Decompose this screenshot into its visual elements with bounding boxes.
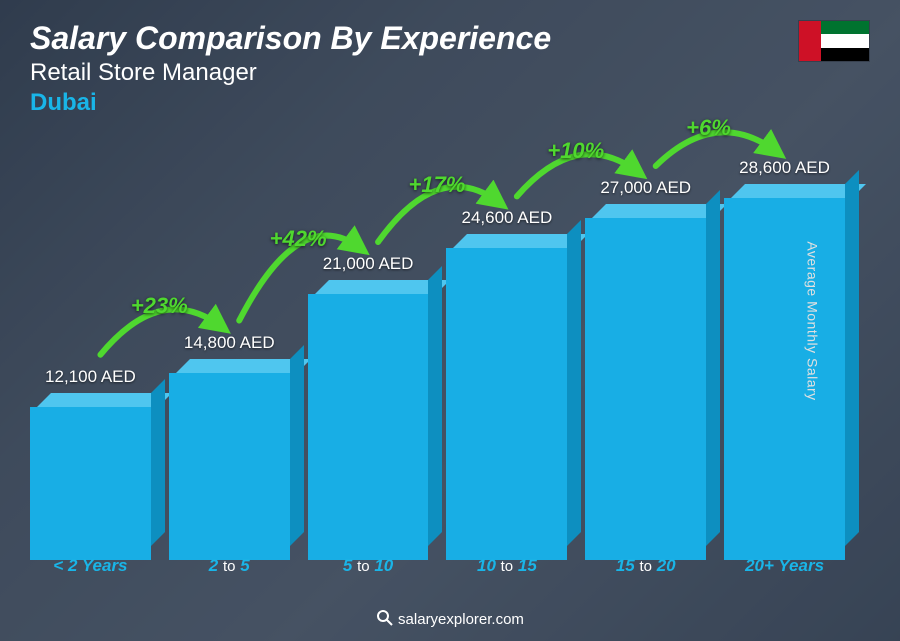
bar-column: 21,000 AED xyxy=(308,254,429,546)
content-container: Salary Comparison By Experience Retail S… xyxy=(0,0,900,641)
bar xyxy=(30,393,151,546)
bar-column: 12,100 AED xyxy=(30,367,151,546)
bar-column: 28,600 AED xyxy=(724,158,845,546)
increase-label: +17% xyxy=(408,172,465,198)
bar-value-label: 14,800 AED xyxy=(184,333,275,353)
chart-title: Salary Comparison By Experience xyxy=(30,20,870,57)
uae-flag-icon xyxy=(798,20,870,62)
bars-container: 12,100 AED 14,800 AED 21,000 AED 24,600 … xyxy=(30,166,845,546)
header: Salary Comparison By Experience Retail S… xyxy=(30,20,870,117)
bar-value-label: 27,000 AED xyxy=(600,178,691,198)
x-axis-labels: < 2 Years 2 to 5 5 to 10 10 to 15 15 to 20 20… xyxy=(30,556,845,576)
bar-value-label: 28,600 AED xyxy=(739,158,830,178)
bar-front-face xyxy=(585,218,706,560)
logo-icon xyxy=(376,609,394,631)
x-axis-label: 2 to 5 xyxy=(169,556,290,576)
chart-subtitle: Retail Store Manager xyxy=(30,59,870,87)
chart-area: 12,100 AED 14,800 AED 21,000 AED 24,600 … xyxy=(30,140,845,576)
bar-side-face xyxy=(567,220,581,546)
increase-label: +23% xyxy=(131,293,188,319)
footer-attribution: salaryexplorer.com xyxy=(0,609,900,631)
chart-location: Dubai xyxy=(30,89,870,117)
bar xyxy=(169,359,290,546)
bar-side-face xyxy=(151,379,165,546)
bar xyxy=(308,280,429,546)
bar xyxy=(724,184,845,546)
flag-hoist xyxy=(799,21,821,61)
bar-value-label: 24,600 AED xyxy=(462,208,553,228)
bar-side-face xyxy=(706,190,720,546)
bar-column: 14,800 AED xyxy=(169,333,290,546)
bar-front-face xyxy=(724,198,845,560)
bar-front-face xyxy=(30,407,151,560)
x-axis-label: 10 to 15 xyxy=(446,556,567,576)
bar-side-face xyxy=(290,345,304,546)
x-axis-label: 15 to 20 xyxy=(585,556,706,576)
x-axis-label: 20+ Years xyxy=(724,556,845,576)
bar-column: 27,000 AED xyxy=(585,178,706,546)
bar-value-label: 12,100 AED xyxy=(45,367,136,387)
bar-column: 24,600 AED xyxy=(446,208,567,546)
increase-label: +42% xyxy=(270,226,327,252)
increase-label: +6% xyxy=(686,115,731,141)
bar-value-label: 21,000 AED xyxy=(323,254,414,274)
bar-side-face xyxy=(428,266,442,546)
bar-front-face xyxy=(169,373,290,560)
increase-label: +10% xyxy=(547,138,604,164)
bar xyxy=(585,204,706,546)
bar-side-face xyxy=(845,170,859,546)
footer-text: salaryexplorer.com xyxy=(398,611,524,628)
x-axis-label: < 2 Years xyxy=(30,556,151,576)
y-axis-label: Average Monthly Salary xyxy=(804,241,820,400)
x-axis-label: 5 to 10 xyxy=(308,556,429,576)
bar-front-face xyxy=(446,248,567,560)
bar xyxy=(446,234,567,546)
bar-front-face xyxy=(308,294,429,560)
